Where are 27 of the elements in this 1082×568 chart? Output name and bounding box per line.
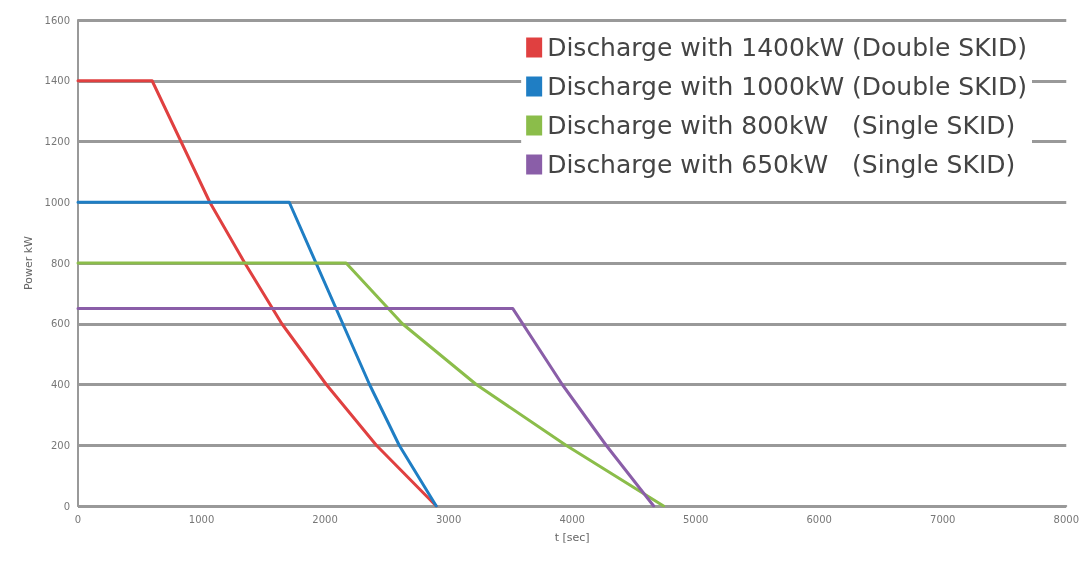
x-tick-label: 8000 — [1053, 513, 1079, 525]
line-series — [76, 200, 438, 508]
y-tick-label: 800 — [50, 257, 70, 269]
x-tick-label: 4000 — [559, 513, 585, 525]
legend-label: Discharge with 1000kW (Double SKID) — [547, 72, 1028, 101]
line-series — [76, 261, 666, 508]
y-tick-label: 600 — [50, 318, 70, 330]
legend-label: Discharge with 800kW (Single SKID) — [547, 111, 1016, 140]
x-tick-label: 2000 — [312, 513, 338, 525]
y-tick-label: 0 — [63, 500, 70, 512]
y-tick-label: 1400 — [44, 75, 70, 87]
legend-label: Discharge with 650kW (Single SKID) — [547, 150, 1016, 179]
x-tick-label: 7000 — [930, 513, 956, 525]
x-tick-label: 3000 — [435, 513, 462, 525]
legend-label: Discharge with 1400kW (Double SKID) — [547, 33, 1028, 62]
y-tick-label: 1200 — [44, 136, 70, 147]
y-tick-label: 1600 — [44, 14, 70, 26]
line-series — [76, 307, 656, 508]
y-axis-title: Power kW — [21, 235, 35, 291]
y-tick-label: 400 — [50, 379, 70, 390]
y-tick-label: 1000 — [44, 196, 70, 208]
x-tick-label: 1000 — [188, 513, 215, 525]
x-tick-label: 5000 — [682, 513, 709, 525]
x-tick-label: 0 — [74, 513, 82, 525]
x-tick-label: 6000 — [806, 513, 832, 525]
x-axis-title: t [sec] — [554, 531, 590, 544]
y-tick-label: 200 — [50, 439, 70, 451]
